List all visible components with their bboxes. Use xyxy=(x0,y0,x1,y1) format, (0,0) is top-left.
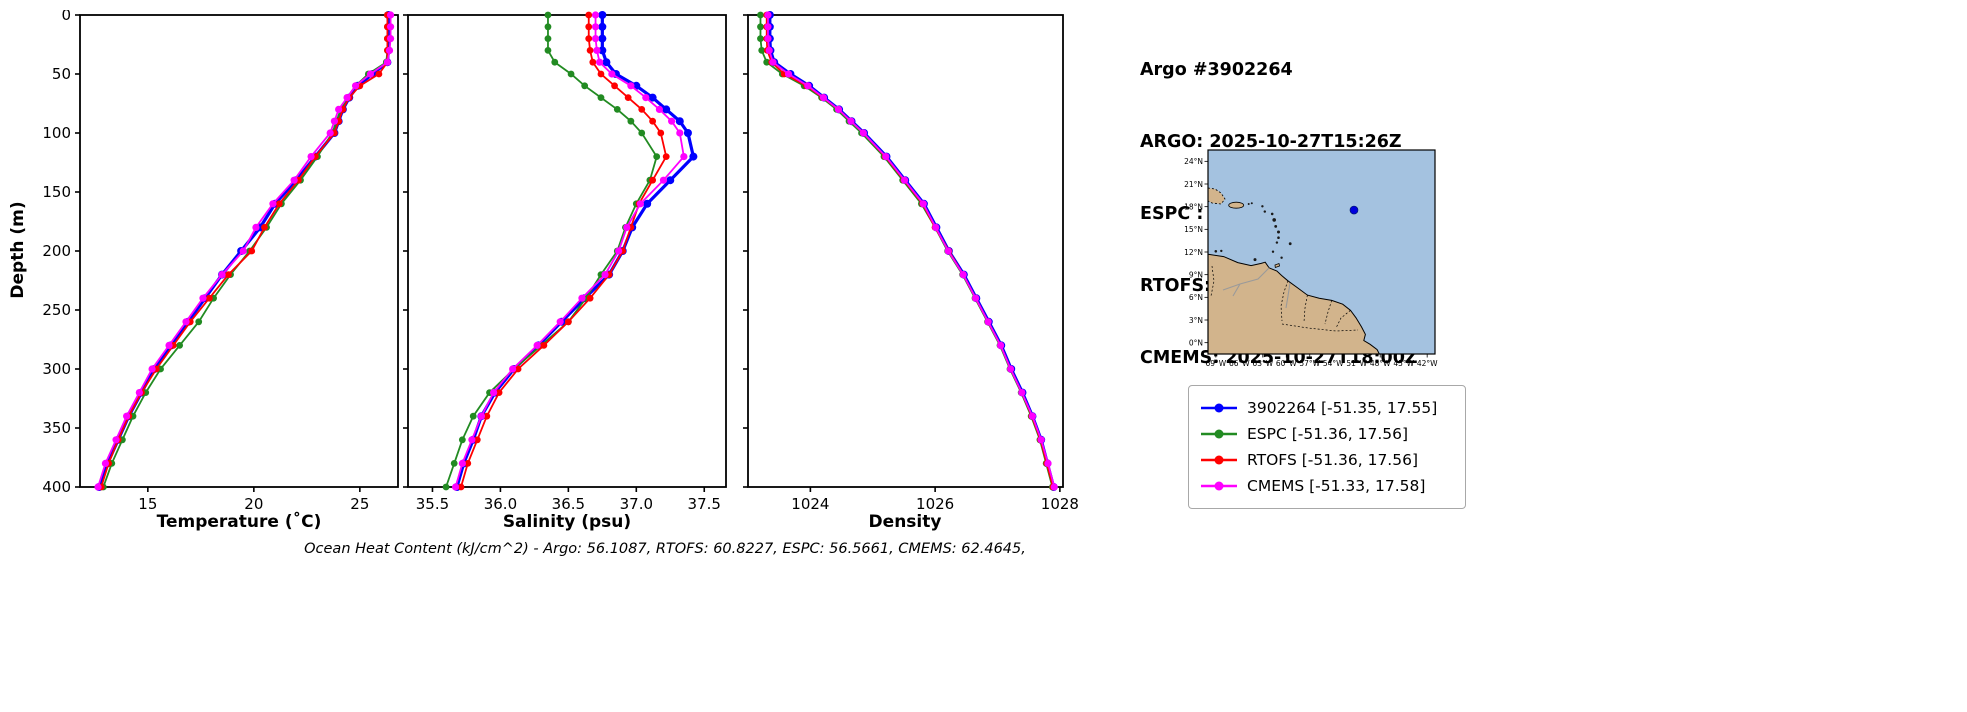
puerto-rico-island xyxy=(1228,201,1245,209)
map-lat-tick-label: 24°N xyxy=(1184,157,1203,166)
map-lat-tick-label: 18°N xyxy=(1184,202,1203,211)
legend-item: ESPC [-51.36, 17.56] xyxy=(1199,421,1455,447)
map-lon-tick-label: 54°W xyxy=(1323,359,1344,368)
legend-label: ESPC [-51.36, 17.56] xyxy=(1247,425,1409,443)
rivers xyxy=(1222,267,1291,309)
map-lat-tick-label: 3°N xyxy=(1189,316,1203,325)
temperature-axis-label: Temperature (˚C) xyxy=(156,512,322,532)
hispaniola-island xyxy=(1208,187,1226,205)
density-axis-label: Density xyxy=(868,512,942,532)
header-title: Argo #3902264 xyxy=(1140,60,1293,80)
float-position-marker xyxy=(1349,205,1359,215)
south-america-landmass xyxy=(1208,253,1380,354)
legend-line-marker-icon xyxy=(1201,455,1237,465)
map-lon-tick-label: 57°W xyxy=(1299,359,1320,368)
density-profile-chart xyxy=(743,10,1088,515)
legend-item: CMEMS [-51.33, 17.58] xyxy=(1199,473,1455,499)
map-lon-tick-label: 45°W xyxy=(1393,359,1414,368)
temperature-profile-chart xyxy=(28,10,403,515)
legend-line-marker-icon xyxy=(1201,403,1237,413)
legend-line-marker-icon xyxy=(1201,481,1237,491)
trinidad-island xyxy=(1274,262,1280,269)
depth-axis-label: Depth (m) xyxy=(8,201,28,299)
location-map: 69°W 66°W 63°W 60°W 57°W 54°W 51°W 48°W 45°W 42°W… xyxy=(1178,146,1478,382)
map-lat-tick-label: 12°N xyxy=(1184,248,1203,257)
map-land-group xyxy=(1208,187,1380,354)
map-lat-tick-label: 0°N xyxy=(1189,338,1203,347)
map-lat-tick-label: 9°N xyxy=(1189,270,1203,279)
header-line-argo: ARGO: 2025-10-27T15:26Z xyxy=(1140,132,1402,152)
legend-label: CMEMS [-51.33, 17.58] xyxy=(1247,477,1426,495)
legend: 3902264 [-51.35, 17.55] ESPC [-51.36, 17.… xyxy=(1188,385,1466,509)
map-lon-tick-label: 66°W xyxy=(1229,359,1250,368)
map-lat-tick-label: 6°N xyxy=(1189,293,1203,302)
salinity-profile-chart xyxy=(403,10,733,515)
map-lon-tick-label: 69°W xyxy=(1205,359,1226,368)
legend-item: RTOFS [-51.36, 17.56] xyxy=(1199,447,1455,473)
salinity-axis-label: Salinity (psu) xyxy=(502,512,632,532)
country-borders xyxy=(1210,265,1359,332)
ohc-caption: Ocean Heat Content (kJ/cm^2) - Argo: 56.… xyxy=(304,541,1026,557)
legend-label: 3902264 [-51.35, 17.55] xyxy=(1247,399,1438,417)
lesser-antilles-islands xyxy=(1214,202,1292,262)
map-lon-tick-label: 63°W xyxy=(1252,359,1273,368)
map-ticks-and-marker: 69°W 66°W 63°W 60°W 57°W 54°W 51°W 48°W 45°W 42°W… xyxy=(1184,157,1438,368)
legend-label: RTOFS [-51.36, 17.56] xyxy=(1247,451,1419,469)
legend-line-marker-icon xyxy=(1201,429,1237,439)
map-lon-tick-label: 60°W xyxy=(1276,359,1297,368)
map-lon-tick-label: 48°W xyxy=(1370,359,1391,368)
map-lat-tick-label: 15°N xyxy=(1184,225,1203,234)
map-lon-tick-label: 51°W xyxy=(1346,359,1367,368)
legend-item: 3902264 [-51.35, 17.55] xyxy=(1199,395,1455,421)
map-lon-tick-label: 42°W xyxy=(1417,359,1438,368)
map-lat-tick-label: 21°N xyxy=(1184,180,1203,189)
